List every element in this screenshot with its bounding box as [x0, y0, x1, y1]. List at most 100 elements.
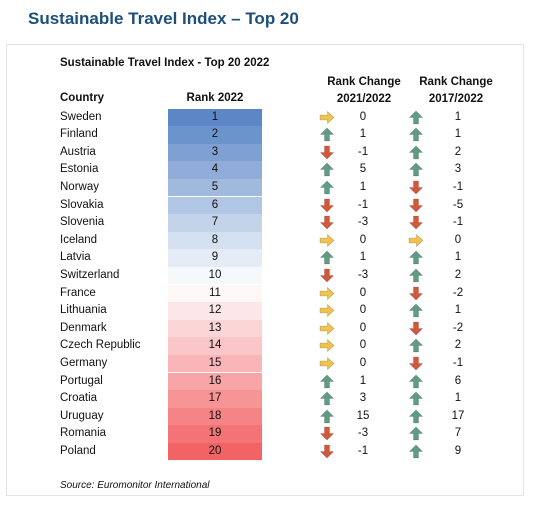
rank-cell: 4 — [168, 161, 262, 179]
rank-change-2017-2022-value: 0 — [454, 233, 462, 246]
right-arrow-icon — [319, 321, 335, 339]
table-row: Iceland 8 0 0 — [0, 231, 536, 251]
table-row: Finland 2 1 1 — [0, 126, 536, 144]
rank-cell: 15 — [168, 354, 262, 373]
rank-cell: 19 — [168, 425, 262, 443]
rank-change-2021-2022-value: 1 — [359, 180, 367, 193]
country-name: Iceland — [60, 233, 98, 246]
rank-change-2021-2022-value: 3 — [359, 392, 367, 405]
rank-change-2021-2022-value: 1 — [359, 374, 367, 387]
rank-change-2021-2022-value: 1 — [359, 251, 367, 264]
table-row: Croatia 17 3 1 — [0, 390, 536, 408]
rank-cell: 1 — [168, 108, 262, 127]
up-arrow-icon — [408, 162, 424, 180]
table-title: Sustainable Travel Index - Top 20 2022 — [60, 57, 270, 69]
rank-change-2021-2022-value: 1 — [359, 128, 367, 141]
rank-cell: 10 — [168, 266, 262, 285]
country-name: Finland — [60, 128, 98, 141]
up-arrow-icon — [408, 250, 424, 268]
down-arrow-icon — [408, 286, 424, 304]
table-row: Latvia 9 1 1 — [0, 249, 536, 267]
right-arrow-icon — [319, 110, 335, 128]
header-country: Country — [60, 92, 105, 104]
rank-change-2021-2022-value: -3 — [357, 427, 369, 440]
header-rank-change-2021-2022: Rank Change 2021/2022 — [318, 74, 410, 108]
rank-change-2021-2022-value: 0 — [359, 233, 367, 246]
rank-cell: 16 — [168, 372, 262, 391]
table-row: Poland 20 -1 9 — [0, 442, 536, 462]
down-arrow-icon — [319, 198, 335, 216]
down-arrow-icon — [319, 268, 335, 286]
table-frame — [6, 44, 524, 496]
rank-cell: 6 — [168, 196, 262, 215]
up-arrow-icon — [408, 409, 424, 427]
rank-change-2017-2022-value: 17 — [451, 409, 465, 422]
rank-change-2017-2022-value: -2 — [452, 286, 464, 299]
up-arrow-icon — [408, 391, 424, 409]
rank-change-2017-2022-value: 1 — [454, 304, 462, 317]
rank-change-2021-2022-value: 0 — [359, 339, 367, 352]
header-rank-change-2021-2022-line2: 2021/2022 — [336, 93, 392, 105]
rank-change-2021-2022-value: -1 — [357, 145, 369, 158]
rank-change-2017-2022-value: -2 — [452, 321, 464, 334]
rank-change-2021-2022-value: 0 — [359, 286, 367, 299]
country-name: Slovakia — [60, 198, 104, 211]
table-row: Lithuania 12 0 1 — [0, 302, 536, 320]
country-name: Uruguay — [60, 409, 104, 422]
up-arrow-icon — [319, 162, 335, 180]
rank-change-2021-2022-value: 0 — [359, 110, 367, 123]
rank-change-2017-2022-value: 2 — [454, 145, 462, 158]
table-row: Czech Republic 14 0 2 — [0, 337, 536, 355]
rank-change-2021-2022-value: -3 — [357, 216, 369, 229]
rank-change-2017-2022-value: 2 — [454, 339, 462, 352]
country-name: Slovenia — [60, 216, 105, 229]
down-arrow-icon — [408, 180, 424, 198]
table-row: France 11 0 -2 — [0, 284, 536, 304]
table-row: Norway 5 1 -1 — [0, 178, 536, 198]
up-arrow-icon — [408, 338, 424, 356]
rank-change-2017-2022-value: 2 — [454, 268, 462, 281]
country-name: Poland — [60, 444, 96, 457]
country-name: Germany — [60, 356, 108, 369]
country-name: Denmark — [60, 321, 107, 334]
rank-change-2021-2022-value: 0 — [359, 321, 367, 334]
rank-change-2017-2022-value: -5 — [452, 198, 464, 211]
rank-cell: 18 — [168, 407, 262, 426]
up-arrow-icon — [319, 180, 335, 198]
right-arrow-icon — [319, 356, 335, 374]
header-rank-change-2021-2022-line1: Rank Change — [327, 76, 401, 88]
down-arrow-icon — [319, 444, 335, 462]
rank-cell: 11 — [168, 284, 262, 303]
table-row: Slovakia 6 -1 -5 — [0, 196, 536, 216]
country-name: Switzerland — [60, 268, 120, 281]
down-arrow-icon — [408, 215, 424, 233]
up-arrow-icon — [319, 409, 335, 427]
rank-cell: 5 — [168, 178, 262, 197]
country-name: Estonia — [60, 163, 99, 176]
table-row: Austria 3 -1 2 — [0, 143, 536, 163]
up-arrow-icon — [408, 145, 424, 163]
up-arrow-icon — [408, 303, 424, 321]
rank-change-2017-2022-value: 7 — [454, 427, 462, 440]
right-arrow-icon — [408, 233, 424, 251]
rank-change-2021-2022-value: 0 — [359, 304, 367, 317]
country-name: Sweden — [60, 110, 102, 123]
rank-cell: 12 — [168, 302, 262, 320]
rank-change-2017-2022-value: 1 — [454, 392, 462, 405]
rank-change-2017-2022-value: -1 — [452, 180, 464, 193]
country-name: Norway — [60, 180, 99, 193]
up-arrow-icon — [319, 374, 335, 392]
rank-change-2021-2022-value: -3 — [357, 268, 369, 281]
rank-change-2021-2022-value: -1 — [357, 198, 369, 211]
up-arrow-icon — [408, 444, 424, 462]
down-arrow-icon — [408, 198, 424, 216]
table-row: Switzerland 10 -3 2 — [0, 266, 536, 286]
page-title: Sustainable Travel Index – Top 20 — [28, 9, 299, 28]
header-rank-2022: Rank 2022 — [186, 92, 244, 104]
rank-change-2017-2022-value: 1 — [454, 110, 462, 123]
country-name: France — [60, 286, 96, 299]
up-arrow-icon — [319, 391, 335, 409]
country-name: Portugal — [60, 374, 103, 387]
up-arrow-icon — [408, 426, 424, 444]
rank-cell: 8 — [168, 231, 262, 250]
